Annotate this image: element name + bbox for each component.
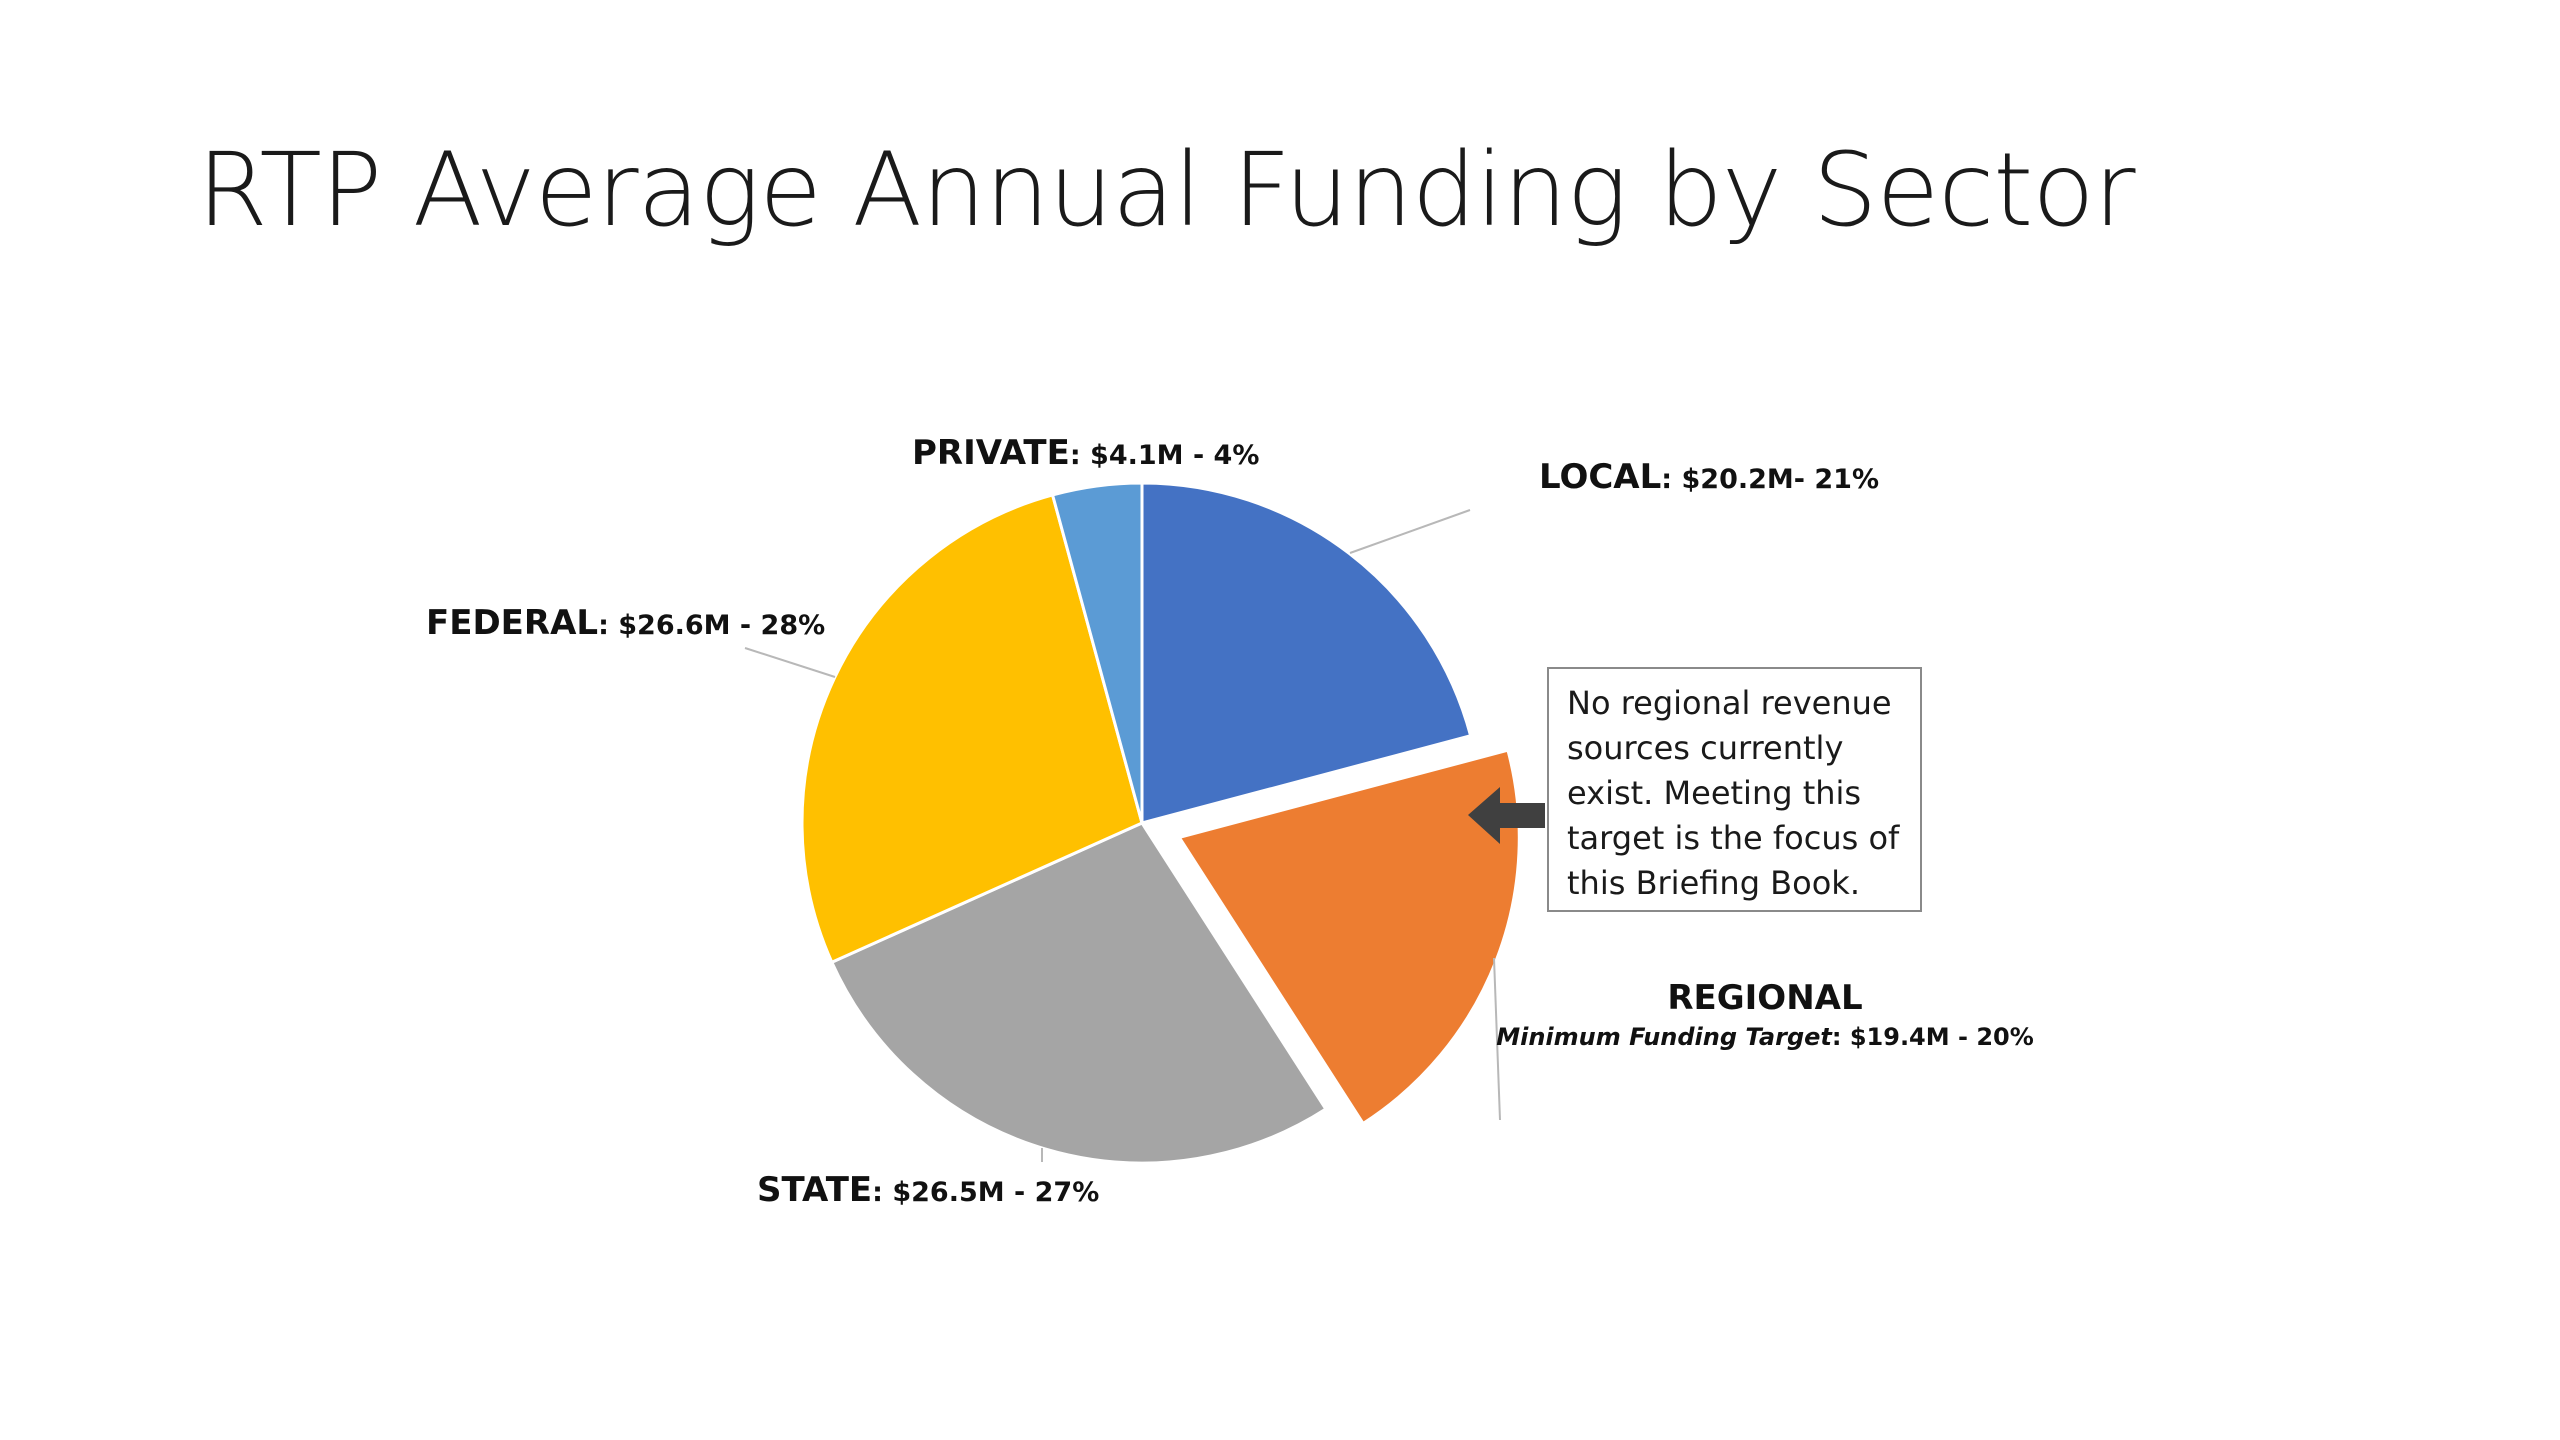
pie-slice-private: [1051, 481, 1144, 825]
chart-title: RTP Average Annual Funding by Sector: [197, 131, 2136, 250]
label-local: LOCAL: $20.2M- 21%: [1539, 457, 1879, 497]
label-regional-value: : $19.4M - 20%: [1832, 1023, 2034, 1051]
leader-line-regional: [1493, 957, 1501, 1121]
label-local-name: LOCAL: [1539, 457, 1661, 497]
label-federal: FEDERAL: $26.6M - 28%: [426, 603, 825, 643]
callout-line: exist. Meeting this: [1567, 774, 1862, 812]
label-regional-name: REGIONAL: [1667, 978, 1862, 1018]
callout-line: No regional revenue: [1567, 684, 1892, 722]
label-private-value: : $4.1M - 4%: [1070, 440, 1260, 471]
label-regional-sub: Minimum Funding Target: $19.4M - 20%: [1496, 1023, 2034, 1051]
pie-slice-local: [1140, 481, 1473, 825]
label-federal-value: : $26.6M - 28%: [598, 610, 825, 641]
label-private-name: PRIVATE: [912, 433, 1070, 473]
callout-line: sources currently: [1567, 729, 1844, 767]
label-state-name: STATE: [757, 1170, 872, 1210]
leader-line-local: [1349, 509, 1471, 554]
pie-slices: [800, 481, 1521, 1165]
callout-line: target is the focus of: [1567, 819, 1900, 857]
label-state-value: : $26.5M - 27%: [872, 1177, 1099, 1208]
left-arrow-icon: [1468, 787, 1545, 844]
callout-line: this Briefing Book.: [1567, 864, 1860, 902]
pie-slice-regional: [1177, 748, 1521, 1125]
label-federal-name: FEDERAL: [426, 603, 598, 643]
leader-lines: [744, 509, 1501, 1162]
label-private: PRIVATE: $4.1M - 4%: [912, 433, 1259, 473]
callout-box: No regional revenue sources currently ex…: [1547, 667, 1922, 912]
callout-arrow: [1468, 787, 1545, 844]
label-local-value: : $20.2M- 21%: [1661, 464, 1879, 495]
label-state: STATE: $26.5M - 27%: [757, 1170, 1099, 1210]
leader-line-federal: [744, 647, 836, 678]
label-regional-target: Minimum Funding Target: [1496, 1023, 1833, 1051]
